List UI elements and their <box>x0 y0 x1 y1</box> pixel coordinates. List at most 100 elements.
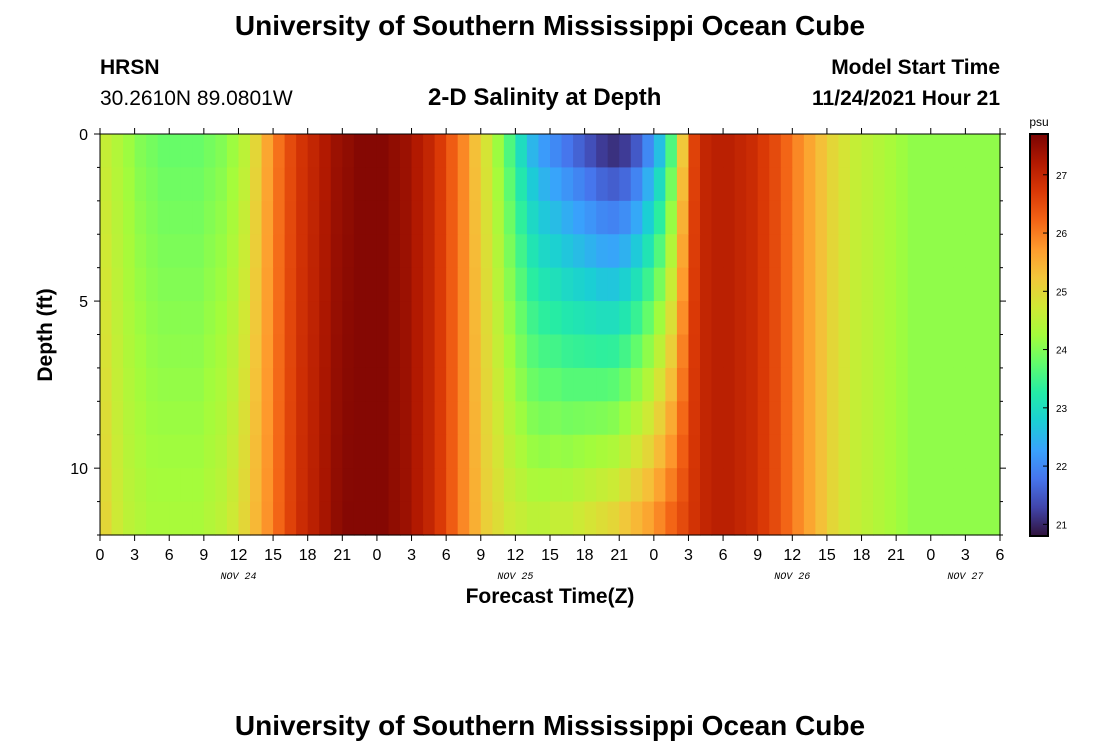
heatmap-cell <box>134 501 147 536</box>
x-tick-label: 6 <box>165 547 174 564</box>
heatmap-cell <box>157 468 170 503</box>
heatmap-cell <box>388 468 401 503</box>
heatmap-cell <box>607 134 620 169</box>
heatmap-cell <box>746 167 759 202</box>
heatmap-cell <box>573 401 586 436</box>
heatmap-cell <box>584 200 597 235</box>
heatmap-cell <box>550 267 563 302</box>
heatmap-cell <box>711 401 724 436</box>
heatmap-cell <box>965 434 978 469</box>
heatmap-cell <box>261 501 274 536</box>
heatmap-cell <box>573 468 586 503</box>
heatmap-cell <box>676 468 690 503</box>
heatmap-cell <box>319 167 332 202</box>
heatmap-cell <box>607 301 620 336</box>
heatmap-cell <box>653 134 666 169</box>
heatmap-cell <box>134 468 147 503</box>
heatmap-cell <box>526 267 540 302</box>
heatmap-cell <box>988 501 1001 536</box>
heatmap-cell <box>907 234 920 269</box>
heatmap-cell <box>619 167 632 202</box>
heatmap-cell <box>792 434 805 469</box>
heatmap-cell <box>376 301 390 336</box>
heatmap-cell <box>584 468 597 503</box>
heatmap-cell <box>550 434 563 469</box>
heatmap-cell <box>296 434 309 469</box>
heatmap-cell <box>746 301 759 336</box>
heatmap-cell <box>919 267 932 302</box>
heatmap-cell <box>284 267 297 302</box>
heatmap-cell <box>123 301 136 336</box>
heatmap-cell <box>561 501 574 536</box>
heatmap-cell <box>457 367 470 402</box>
heatmap-cell <box>296 134 309 169</box>
heatmap-cell <box>238 401 251 436</box>
heatmap-cell <box>134 267 147 302</box>
heatmap-cell <box>250 301 263 336</box>
heatmap-cell <box>400 501 413 536</box>
heatmap-cell <box>838 501 851 536</box>
heatmap-cell <box>746 367 759 402</box>
heatmap-cell <box>215 301 228 336</box>
heatmap-cell <box>469 367 482 402</box>
heatmap-cell <box>584 401 597 436</box>
heatmap-cell <box>365 167 378 202</box>
heatmap-cell <box>123 167 136 202</box>
heatmap-cell <box>688 367 701 402</box>
heatmap-cell <box>400 134 413 169</box>
heatmap-cell <box>388 167 401 202</box>
heatmap-cell <box>815 334 828 369</box>
heatmap-cell <box>503 401 516 436</box>
heatmap-cell <box>688 167 701 202</box>
heatmap-cell <box>700 334 713 369</box>
heatmap-cell <box>503 367 516 402</box>
heatmap-cell <box>596 200 609 235</box>
heatmap-cell <box>550 367 563 402</box>
heatmap-cell <box>261 267 274 302</box>
heatmap-cell <box>123 234 136 269</box>
heatmap-cell <box>342 167 355 202</box>
heatmap-cell <box>896 501 909 536</box>
heatmap-cell <box>815 401 828 436</box>
heatmap-cell <box>653 234 666 269</box>
heatmap-cell <box>769 401 782 436</box>
heatmap-cell <box>526 468 540 503</box>
heatmap-cell <box>169 200 182 235</box>
heatmap-cell <box>861 367 874 402</box>
heatmap-cell <box>884 167 897 202</box>
heatmap-cell <box>480 334 493 369</box>
heatmap-cell <box>573 301 586 336</box>
colorbar-tick-label: 22 <box>1056 462 1068 473</box>
colorbar-gradient <box>1029 133 1049 537</box>
heatmap-cell <box>180 334 193 369</box>
heatmap-cell <box>607 468 620 503</box>
heatmap-cell <box>203 134 216 169</box>
heatmap-cell <box>307 167 320 202</box>
x-tick-label: 0 <box>372 547 381 564</box>
heatmap-cell <box>261 234 274 269</box>
heatmap-cell <box>423 267 436 302</box>
heatmap-cell <box>988 200 1001 235</box>
heatmap-cell <box>757 200 770 235</box>
heatmap-cell <box>907 434 920 469</box>
heatmap-cell <box>503 134 516 169</box>
heatmap-cell <box>942 200 955 235</box>
heatmap-cell <box>734 134 747 169</box>
heatmap-cell <box>180 134 193 169</box>
heatmap-cell <box>734 468 747 503</box>
heatmap-cell <box>423 401 436 436</box>
heatmap-cell <box>653 334 666 369</box>
heatmap-cell <box>642 301 655 336</box>
heatmap-cell <box>919 468 932 503</box>
colorbar-tick-label: 24 <box>1056 346 1068 357</box>
heatmap-cell <box>457 267 470 302</box>
heatmap-cell <box>503 234 516 269</box>
heatmap-cell <box>780 468 793 503</box>
heatmap-cell <box>653 200 666 235</box>
x-tick-label: 6 <box>442 547 451 564</box>
heatmap-cell <box>907 501 920 536</box>
heatmap-cell <box>838 468 851 503</box>
heatmap-cell <box>400 434 413 469</box>
heatmap-cell <box>676 367 690 402</box>
heatmap-cell <box>815 200 828 235</box>
